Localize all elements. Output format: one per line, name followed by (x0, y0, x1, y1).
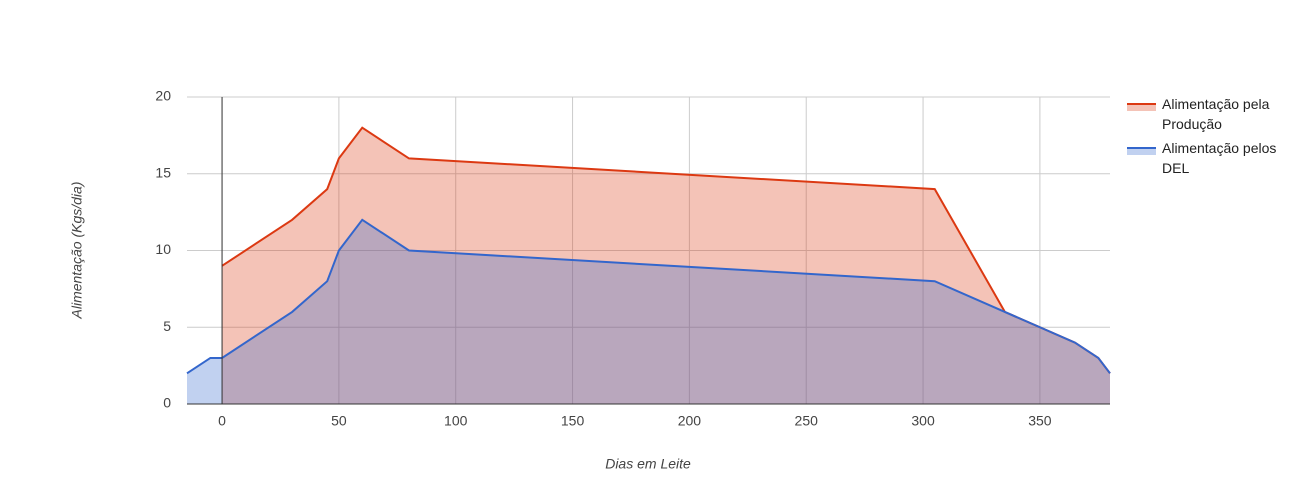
y-axis-title: Alimentação (Kgs/dia) (69, 182, 85, 320)
x-tick-label: 200 (678, 413, 702, 429)
legend-label: Alimentação pelos DEL (1162, 140, 1277, 176)
x-tick-label: 100 (444, 413, 468, 429)
x-tick-label: 250 (795, 413, 819, 429)
y-tick-label: 0 (163, 395, 171, 411)
x-tick-label: 300 (911, 413, 935, 429)
legend-swatch (1127, 148, 1156, 155)
legend-swatch (1127, 104, 1156, 111)
line (186, 218, 1111, 375)
x-tick-label: 0 (218, 413, 226, 429)
area (187, 219, 1110, 404)
x-axis-title: Dias em Leite (605, 456, 691, 472)
y-tick-label: 20 (155, 88, 171, 104)
x-tick-label: 150 (561, 413, 585, 429)
y-tick-label: 10 (155, 241, 171, 257)
y-tick-label: 15 (155, 164, 171, 180)
x-tick-label: 50 (331, 413, 347, 429)
legend-label: Alimentação pela Produção (1162, 96, 1270, 132)
x-tick-label: 350 (1028, 413, 1052, 429)
y-tick-label: 5 (163, 318, 171, 334)
